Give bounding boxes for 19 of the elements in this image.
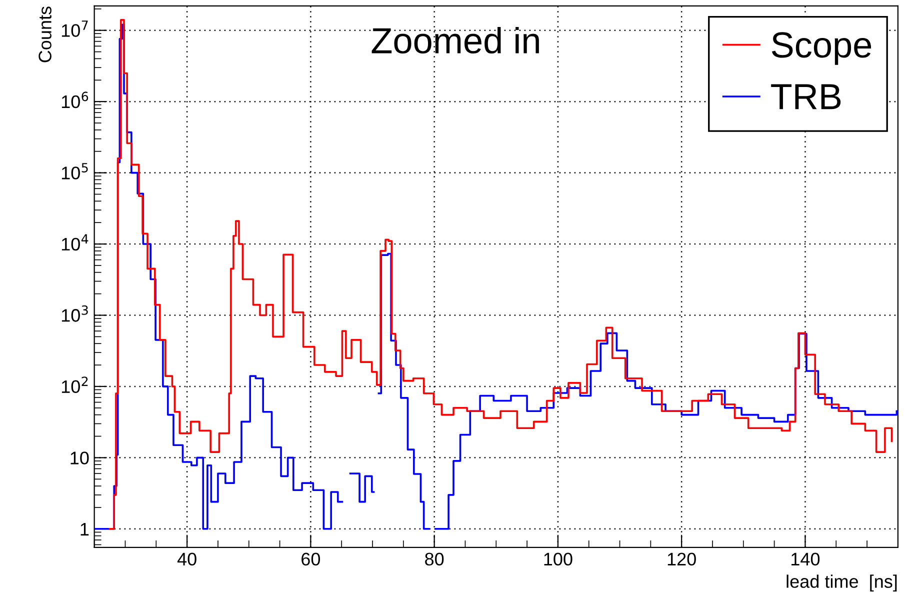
legend-label: Scope [772, 32, 872, 65]
legend-label: TRB [771, 84, 841, 110]
y-axis-title: Counts [38, 6, 52, 62]
x-tick-label: 40 [177, 552, 196, 566]
x-tick-label: 120 [668, 552, 696, 566]
y-tick-label: 1 [80, 523, 89, 536]
x-tick-label: 60 [302, 552, 320, 566]
y-tick-label: 10$^{3}$ [62, 305, 88, 322]
x-axis-title: lead time [ns] [786, 574, 897, 592]
annotation: Zoomed in [372, 27, 539, 54]
y-tick-label: 10$^{6}$ [62, 92, 88, 108]
y-tick-label: 10$^{2}$ [62, 376, 88, 394]
x-tick-label: 80 [425, 552, 444, 566]
y-tick-label: 10$^{4}$ [62, 234, 88, 251]
x-tick-label: 140 [792, 552, 820, 566]
y-tick-label: 10 [70, 452, 89, 464]
x-tick-label: 100 [544, 552, 572, 566]
y-tick-label: 10$^{7}$ [62, 20, 88, 37]
y-tick-label: 10$^{5}$ [62, 163, 88, 180]
